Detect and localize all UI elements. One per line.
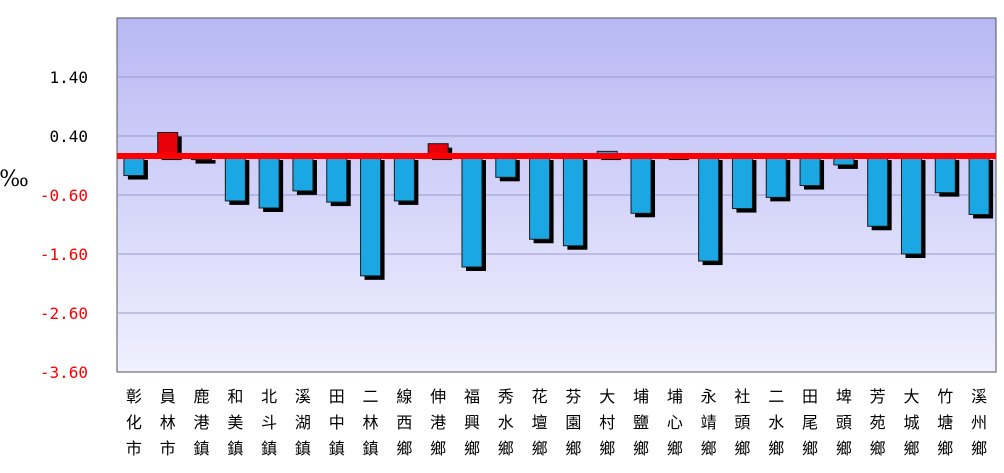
bar-竹塘鄉 bbox=[934, 155, 956, 194]
bar-北斗鎮 bbox=[258, 155, 280, 209]
y-axis-label: ‰ bbox=[0, 167, 29, 192]
bars bbox=[123, 131, 994, 280]
bar-員林市 bbox=[157, 131, 179, 157]
y-tick-label: 0.40 bbox=[49, 127, 88, 146]
x-category-label: 線西鄉 bbox=[396, 387, 412, 458]
x-category-label: 鹿港鎮 bbox=[194, 387, 210, 458]
bar-芳苑鄉 bbox=[867, 155, 889, 227]
bar-花壇鄉 bbox=[529, 155, 551, 240]
x-axis-categories: 彰化市 員林市 鹿港鎮 和美鎮 北斗鎮 溪湖鎮 田中鎮 二林鎮 線西鄉 伸港鄉 福興鄉 秀水鄉 花壇鄉 芬… bbox=[126, 387, 987, 458]
x-category-label: 埔心鄉 bbox=[667, 387, 683, 458]
x-category-label: 彰化市 bbox=[126, 387, 142, 458]
bar-二林鎮 bbox=[360, 155, 382, 277]
y-axis-ticks: 1.40 0.40 -0.60 -1.60 -2.60 -3.60 bbox=[40, 68, 88, 382]
x-category-label: 埔鹽鄉 bbox=[633, 387, 649, 458]
x-category-label: 竹塘鄉 bbox=[937, 387, 953, 458]
bar-溪州鄉 bbox=[968, 155, 990, 215]
x-category-label: 社頭鄉 bbox=[734, 387, 750, 458]
x-category-label: 田中鎮 bbox=[329, 387, 345, 458]
x-category-label: 二林鎮 bbox=[363, 387, 379, 458]
bar-社頭鄉 bbox=[731, 155, 753, 210]
bar-福興鄉 bbox=[461, 155, 483, 268]
x-category-label: 北斗鎮 bbox=[261, 387, 277, 458]
x-category-label: 大城鄉 bbox=[903, 387, 919, 458]
bar-永靖鄉 bbox=[698, 155, 720, 262]
x-category-label: 二水鄉 bbox=[768, 387, 784, 458]
x-category-label: 大村鄉 bbox=[599, 387, 615, 458]
y-tick-label: -3.60 bbox=[40, 363, 88, 382]
x-category-label: 芳苑鄉 bbox=[870, 387, 886, 458]
x-category-label: 伸港鄉 bbox=[430, 387, 446, 458]
x-category-label: 田尾鄉 bbox=[802, 387, 818, 458]
bar-溪湖鎮 bbox=[292, 155, 314, 192]
bar-二水鄉 bbox=[765, 155, 787, 198]
bar-大城鄉 bbox=[900, 155, 922, 255]
x-category-label: 永靖鄉 bbox=[701, 387, 717, 458]
bar-shadow bbox=[195, 160, 216, 164]
bar-芬園鄉 bbox=[562, 155, 584, 247]
x-category-label: 福興鄉 bbox=[464, 387, 480, 458]
x-category-label: 花壇鄉 bbox=[532, 387, 548, 458]
x-category-label: 員林市 bbox=[160, 387, 176, 458]
bar-田尾鄉 bbox=[799, 155, 821, 187]
bar-線西鄉 bbox=[393, 155, 415, 202]
bar-田中鎮 bbox=[326, 155, 348, 203]
x-category-label: 芬園鄉 bbox=[565, 387, 581, 458]
bar-和美鎮 bbox=[224, 155, 246, 202]
bar-埔鹽鄉 bbox=[630, 155, 652, 214]
x-category-label: 秀水鄉 bbox=[498, 387, 514, 458]
y-tick-label: -1.60 bbox=[40, 245, 88, 264]
x-category-label: 和美鎮 bbox=[227, 387, 243, 458]
x-category-label: 溪湖鎮 bbox=[295, 387, 311, 458]
y-tick-label: -0.60 bbox=[40, 186, 88, 205]
y-tick-label: 1.40 bbox=[49, 68, 88, 87]
bar-秀水鄉 bbox=[495, 155, 517, 178]
y-tick-label: -2.60 bbox=[40, 304, 88, 323]
x-category-label: 溪州鄉 bbox=[971, 387, 987, 458]
x-category-label: 埤頭鄉 bbox=[836, 387, 852, 458]
